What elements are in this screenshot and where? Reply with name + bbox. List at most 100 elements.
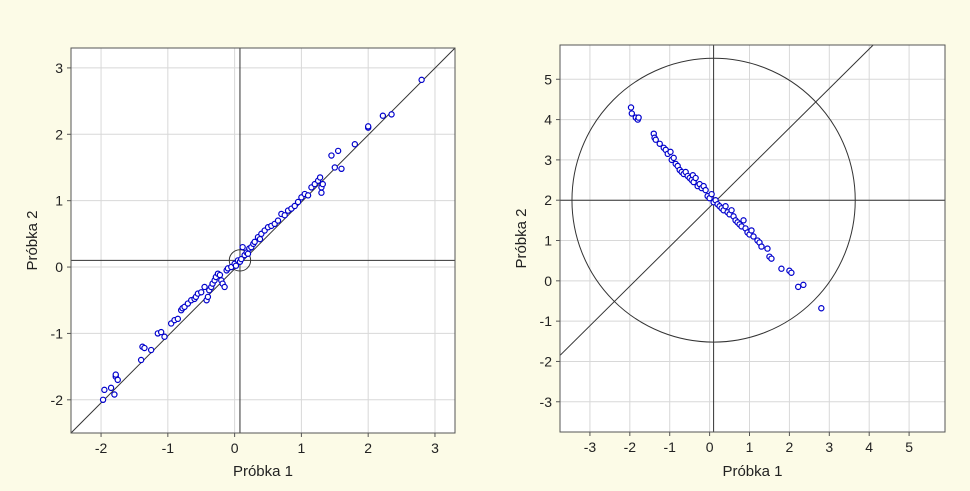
x-tick-label: 3	[431, 440, 439, 456]
data-point	[198, 289, 205, 296]
data-point	[256, 235, 264, 243]
data-point	[107, 384, 115, 392]
x-tick-label: 1	[298, 440, 306, 456]
y-tick-label: 0	[544, 273, 552, 289]
data-point	[768, 255, 775, 262]
x-tick-label: 5	[905, 439, 913, 455]
data-point	[239, 243, 246, 251]
data-point	[216, 271, 224, 279]
y-tick-label: 2	[55, 126, 63, 142]
y-tick-label: -1	[51, 325, 64, 341]
data-point	[722, 203, 729, 210]
data-point	[304, 192, 312, 199]
data-point	[328, 152, 335, 159]
data-point	[758, 243, 765, 250]
data-point	[418, 76, 425, 84]
data-point	[627, 104, 635, 111]
data-point	[728, 207, 735, 214]
data-point	[101, 386, 108, 394]
data-point	[251, 238, 258, 246]
data-point	[667, 148, 674, 156]
x-tick-label: 1	[746, 439, 754, 455]
data-point	[364, 123, 372, 130]
data-point	[628, 110, 636, 117]
left-scatter-plot: -2 -1 0 1 2 3 -2 -1 0 1 2 3 Próbka 1 Próbka 2	[24, 47, 456, 480]
data-point	[221, 283, 228, 291]
data-point	[818, 305, 825, 312]
data-point	[635, 114, 642, 121]
data-point	[174, 315, 182, 323]
data-point	[201, 283, 208, 291]
plot-content	[71, 48, 455, 433]
x-axis-label: Próbka 1	[722, 463, 782, 480]
data-point	[750, 233, 757, 240]
data-point	[338, 165, 345, 173]
data-point	[141, 344, 148, 352]
data-point	[161, 333, 168, 340]
data-point	[316, 174, 324, 181]
plot-content	[560, 45, 945, 432]
y-tick-label: 0	[55, 259, 63, 275]
data-point	[244, 250, 252, 257]
data-point	[99, 396, 107, 404]
plot-frame	[70, 47, 456, 434]
data-point	[388, 111, 395, 118]
y-tick-label: 1	[55, 193, 63, 209]
data-point	[670, 154, 677, 162]
x-tick-label: -2	[624, 439, 637, 455]
data-point	[147, 346, 155, 354]
x-tick-label: -1	[162, 440, 175, 456]
data-point	[708, 190, 715, 198]
data-point	[331, 164, 338, 171]
y-tick-label: 3	[544, 152, 552, 168]
x-tick-label: -3	[584, 439, 597, 455]
y-tick-label: -2	[51, 392, 64, 408]
y-tick-label: 4	[544, 112, 552, 128]
y-tick-label: -3	[540, 394, 553, 410]
y-tick-label: 2	[544, 192, 552, 208]
x-tick-label: 2	[786, 439, 794, 455]
data-point	[114, 376, 121, 384]
x-axis-label: Próbka 1	[233, 463, 293, 480]
x-tick-label: 0	[706, 439, 714, 455]
data-point	[692, 174, 699, 182]
x-tick-label: 4	[865, 439, 873, 455]
data-point	[137, 356, 145, 364]
data-point	[291, 202, 298, 210]
data-point	[204, 293, 212, 301]
data-point	[294, 198, 302, 206]
data-point	[652, 136, 659, 143]
x-tick-label: -1	[663, 439, 676, 455]
data-point	[702, 186, 709, 194]
data-point	[274, 217, 282, 224]
data-point	[238, 255, 245, 263]
data-point	[112, 371, 119, 378]
y-tick-label: 1	[544, 233, 552, 249]
data-point	[232, 262, 240, 269]
y-axis-label: Próbka 2	[513, 208, 530, 268]
data-point	[111, 391, 118, 398]
data-point	[764, 245, 771, 252]
data-point	[157, 328, 165, 336]
y-tick-label: 5	[544, 71, 552, 87]
data-point	[351, 141, 359, 148]
data-point	[788, 269, 795, 276]
x-tick-label: -2	[95, 440, 108, 456]
confidence-ellipse	[571, 57, 856, 343]
data-point	[740, 217, 747, 224]
data-point	[318, 189, 325, 196]
right-scatter-plot: -3 -2 -1 0 1 2 3 4 5 -3 -2 -1 0 1 2 3 4 5 Próbka 1 Próbka 2	[513, 44, 946, 480]
data-point	[800, 281, 807, 289]
confidence-ellipse	[228, 249, 252, 272]
plot-frame	[559, 44, 946, 433]
x-tick-label: 0	[231, 440, 239, 456]
y-tick-label: -2	[540, 353, 553, 369]
data-point	[334, 147, 342, 155]
data-point	[778, 265, 785, 272]
x-tick-label: 3	[825, 439, 833, 455]
data-point	[794, 283, 802, 291]
y-tick-label: 3	[55, 60, 63, 76]
x-tick-label: 2	[364, 440, 372, 456]
data-point	[319, 180, 326, 188]
